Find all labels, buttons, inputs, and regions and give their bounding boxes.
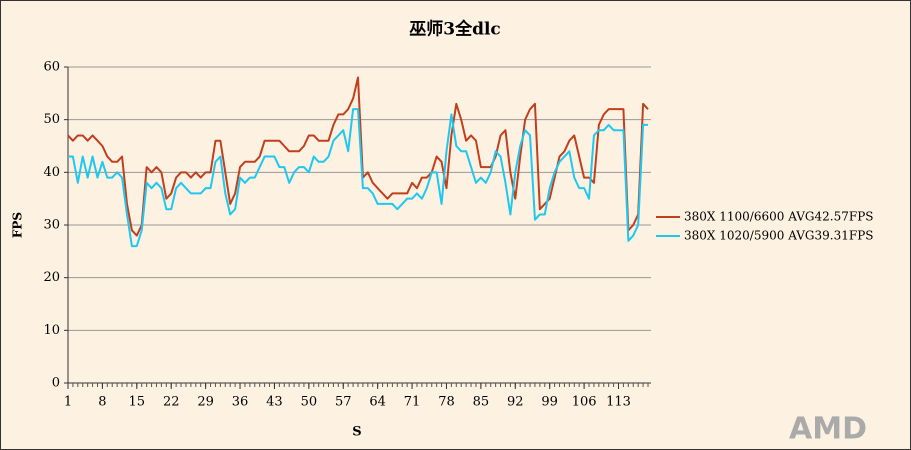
x-tick-label: 57 [335,395,352,410]
watermark: AMD [789,412,867,447]
series-line [68,108,648,248]
y-tick-label: 20 [43,270,60,285]
legend-label: 380X 1100/6600 AVG42.57FPS [684,210,874,224]
x-tick-label: 22 [163,395,180,410]
x-tick-label: 106 [572,395,597,410]
y-tick-label: 30 [43,218,60,233]
x-tick-label: 92 [507,395,524,410]
y-tick-label: 50 [43,112,60,127]
legend-label: 380X 1020/5900 AVG39.31FPS [684,229,874,243]
y-tick-label: 60 [43,60,60,75]
x-tick-label: 1 [64,395,72,410]
x-tick-label: 36 [232,395,249,410]
y-axis-label: FPS [11,212,25,238]
x-tick-label: 85 [473,395,490,410]
x-tick-label: 78 [438,395,455,410]
x-tick-label: 43 [266,395,283,410]
x-tick-label: 15 [129,395,146,410]
x-tick-label: 29 [197,395,214,410]
x-tick-label: 113 [606,395,631,410]
x-tick-label: 64 [369,395,386,410]
x-tick-label: 99 [541,395,558,410]
x-axis-label: S [352,425,361,440]
x-tick-label: 71 [404,395,421,410]
x-tick-label: 50 [301,395,318,410]
chart-title: 巫师3全dlc [409,19,501,40]
y-tick-label: 10 [43,323,60,338]
x-tick-label: 8 [98,395,106,410]
y-tick-label: 0 [52,376,60,391]
series-line [67,76,649,237]
y-tick-label: 40 [43,165,60,180]
